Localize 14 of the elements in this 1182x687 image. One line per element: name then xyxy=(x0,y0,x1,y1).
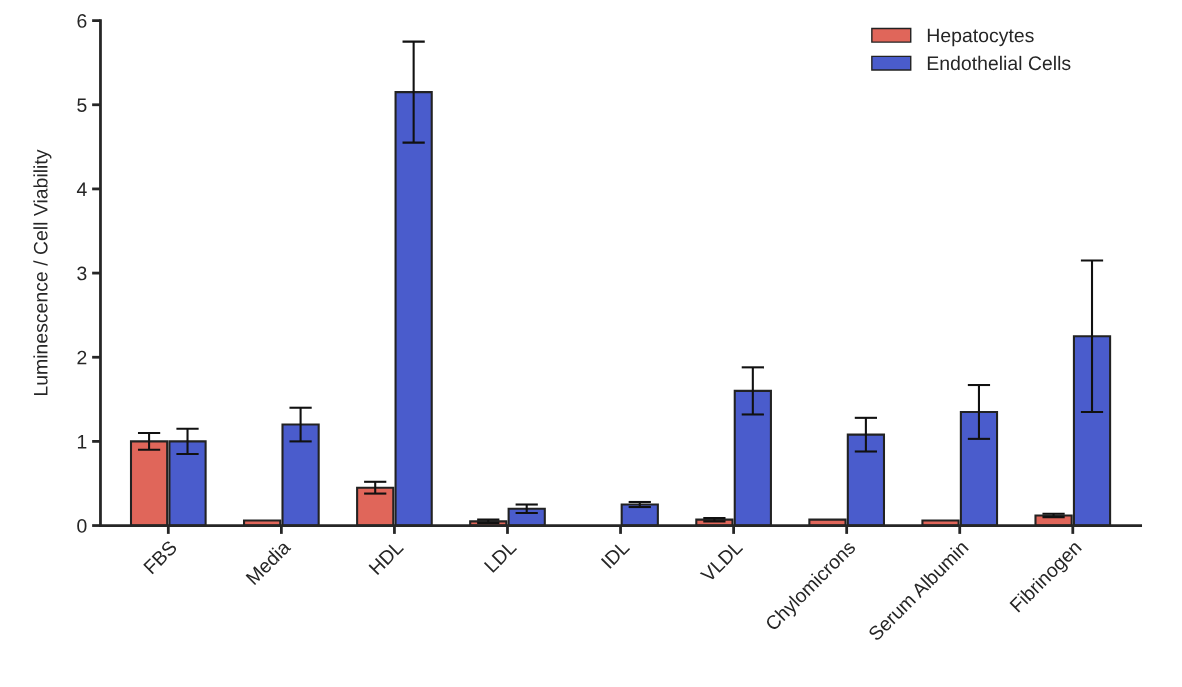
legend-label: Hepatocytes xyxy=(927,28,1034,47)
x-tick-label: FBS xyxy=(143,539,178,575)
y-tick-label: 2 xyxy=(77,350,87,365)
legend-label: Endothelial Cells xyxy=(927,55,1071,71)
y-tick-label: 3 xyxy=(77,266,87,281)
x-tick-label: IDL xyxy=(600,539,631,569)
x-tick-label: HDL xyxy=(368,539,404,576)
y-tick-label: 4 xyxy=(76,182,87,196)
y-tick-label: 5 xyxy=(77,98,87,112)
x-tick-label: LDL xyxy=(483,539,517,573)
y-tick-label: 6 xyxy=(77,14,87,28)
y-axis-title: Luminescence / Cell Viability xyxy=(33,149,52,396)
y-tick-label: 1 xyxy=(77,435,87,449)
y-tick-label: 0 xyxy=(77,519,87,533)
